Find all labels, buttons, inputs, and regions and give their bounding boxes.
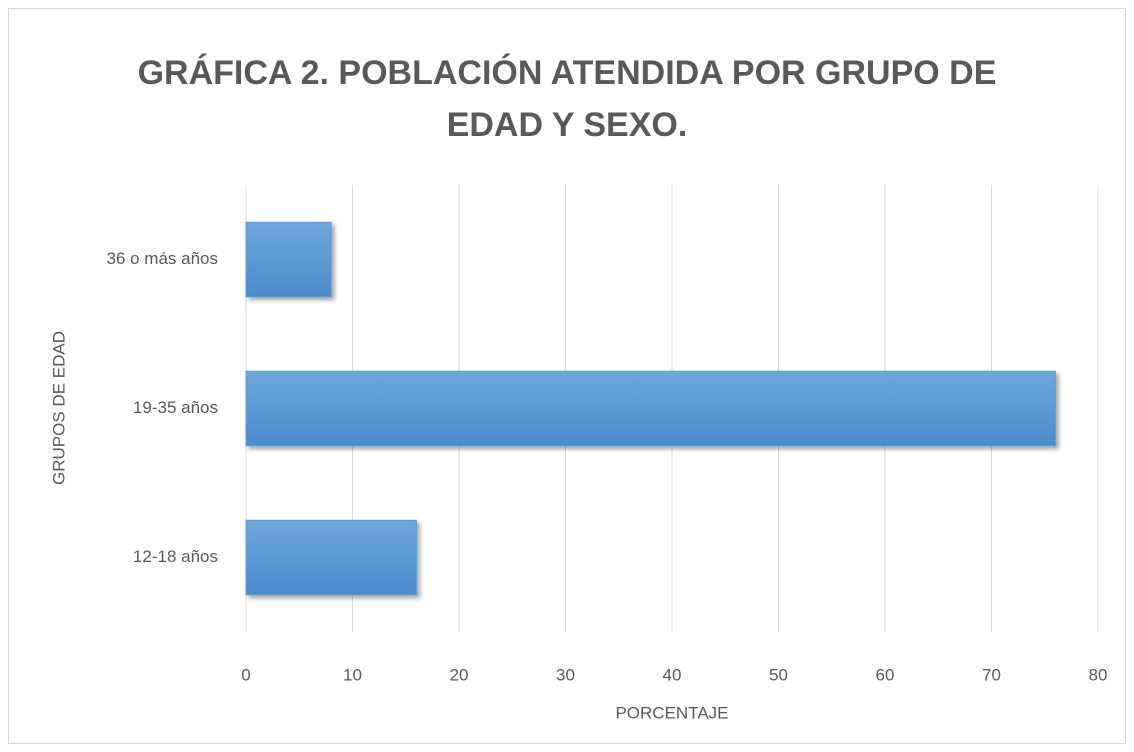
x-tick-label: 40 <box>663 665 682 684</box>
x-tick-label: 10 <box>343 665 362 684</box>
x-tick-label: 20 <box>450 665 469 684</box>
y-tick-label: 12-18 años <box>133 547 218 566</box>
x-tick-label: 0 <box>241 665 250 684</box>
chart-title: GRÁFICA 2. POBLACIÓN ATENDIDA POR GRUPO … <box>138 54 997 144</box>
x-tick-label: 70 <box>982 665 1001 684</box>
bar <box>245 370 1056 447</box>
x-tick-label: 60 <box>876 665 895 684</box>
bar <box>245 221 332 298</box>
bar <box>245 519 417 596</box>
y-axis-label: GRUPOS DE EDAD <box>49 331 68 485</box>
x-axis-label: PORCENTAJE <box>615 703 728 722</box>
y-tick-label: 36 o más años <box>106 249 218 268</box>
x-tick-label: 30 <box>556 665 575 684</box>
x-tick-label: 50 <box>769 665 788 684</box>
x-tick-label: 80 <box>1089 665 1108 684</box>
y-tick-label: 19-35 años <box>133 398 218 417</box>
